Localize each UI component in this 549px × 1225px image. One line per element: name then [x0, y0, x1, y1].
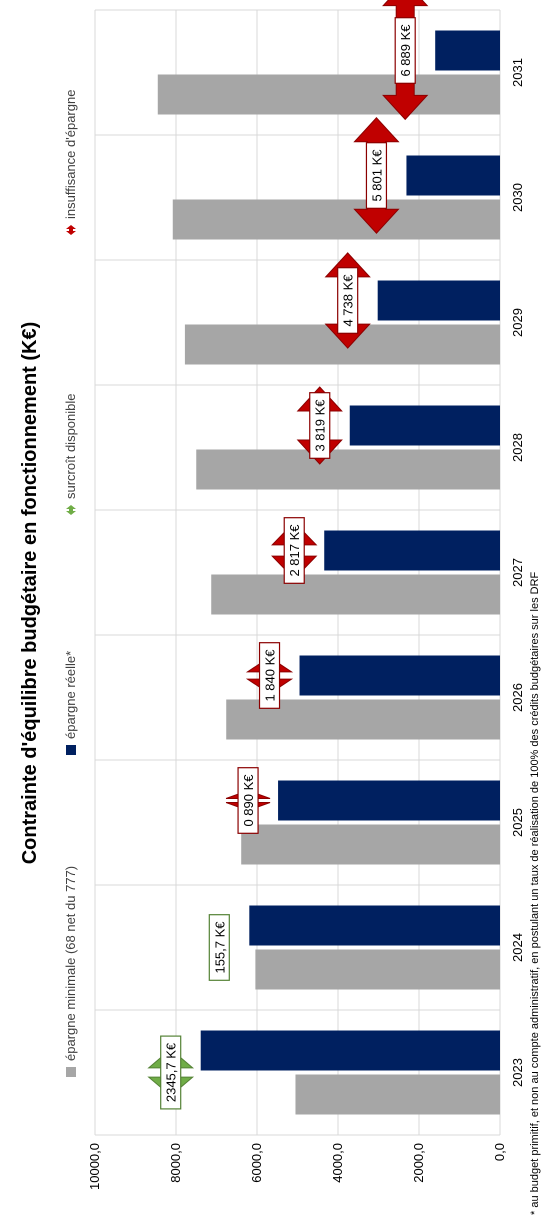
bar-epargne-reelle: [299, 655, 500, 696]
x-tick-label: 2027: [510, 558, 525, 587]
x-tick-label: 2024: [510, 933, 525, 962]
legend: épargne minimale (68 net du 777) épargne …: [63, 90, 78, 1077]
annotation-label-box: [394, 17, 416, 84]
y-tick-label: 10000,0: [87, 1143, 102, 1190]
bar-epargne-reelle: [349, 405, 500, 446]
bar-epargne-reelle: [278, 780, 500, 821]
annotation-label-box: [258, 642, 281, 709]
annotation-label: 6 889 K€: [398, 24, 413, 77]
bar-epargne-minimale: [172, 199, 500, 240]
x-tick-label: 2029: [510, 308, 525, 337]
annotation-label: 155,7 K€: [212, 921, 227, 974]
bar-epargne-reelle: [200, 1030, 501, 1071]
plot-area: 0,0 2000,0 4000,0 6000,0 8000,0 10000,0 2023 20…: [87, 0, 525, 1190]
x-tick-label: 2023: [510, 1058, 525, 1087]
annotation-label: 0 890 K€: [241, 774, 256, 827]
x-tick-label: 2025: [510, 808, 525, 837]
y-tick-label: 6000,0: [249, 1143, 264, 1183]
bar-epargne-minimale: [184, 324, 500, 365]
bar-epargne-reelle: [324, 530, 501, 571]
bar-epargne-minimale: [295, 1074, 500, 1115]
chart-footnote: * au budget primitif, et non au compte a…: [529, 571, 541, 1215]
annotation-label-box: [309, 392, 331, 459]
y-tick-label: 2000,0: [411, 1143, 426, 1183]
annotation-label: 2345,7 K€: [164, 1042, 179, 1102]
bar-epargne-minimale: [241, 824, 501, 865]
annotation-label-box: [160, 1035, 182, 1110]
annotation-label: 3 819 K€: [313, 399, 328, 452]
annotation-label: 1 840 K€: [263, 649, 278, 702]
bar-epargne-reelle: [435, 30, 501, 71]
annotation-label-box: [337, 267, 359, 334]
bar-epargne-reelle: [406, 155, 501, 196]
legend-swatch: [66, 745, 76, 755]
annotation-label-box: [365, 142, 388, 209]
x-tick-label: 2028: [510, 433, 525, 462]
bar-epargne-minimale: [255, 949, 500, 990]
y-tick-label: 0,0: [492, 1143, 507, 1161]
legend-label: épargne réelle*: [63, 651, 78, 739]
x-tick-label: 2031: [510, 58, 525, 87]
annotation-label: 2 817 K€: [287, 524, 302, 577]
legend-label: insuffisance d'épargne: [63, 90, 78, 219]
y-tick-label: 4000,0: [330, 1143, 345, 1183]
annotation-label: 5 801 K€: [369, 149, 384, 202]
legend-arrow-marker: [66, 505, 76, 515]
y-tick-label: 8000,0: [168, 1143, 183, 1183]
bar-epargne-minimale: [226, 699, 500, 740]
legend-swatch: [66, 1067, 76, 1077]
annotation-label-box: [283, 517, 305, 584]
bar-epargne-minimale: [211, 574, 501, 615]
bar-epargne-minimale: [157, 74, 500, 115]
annotation-label: 4 738 K€: [341, 274, 356, 327]
legend-arrow-marker: [66, 225, 76, 235]
legend-label: surcroît disponible: [63, 394, 78, 500]
legend-label: épargne minimale (68 net du 777): [63, 866, 78, 1061]
bar-epargne-minimale: [196, 449, 500, 490]
bar-epargne-reelle: [249, 905, 500, 946]
x-tick-label: 2026: [510, 683, 525, 712]
chart-title: Contrainte d'équilibre budgétaire en fon…: [19, 322, 41, 865]
annotation-label-box: [237, 767, 259, 834]
annotation-label-box: [208, 914, 230, 981]
x-tick-label: 2030: [510, 183, 525, 212]
bar-epargne-reelle: [377, 280, 500, 321]
